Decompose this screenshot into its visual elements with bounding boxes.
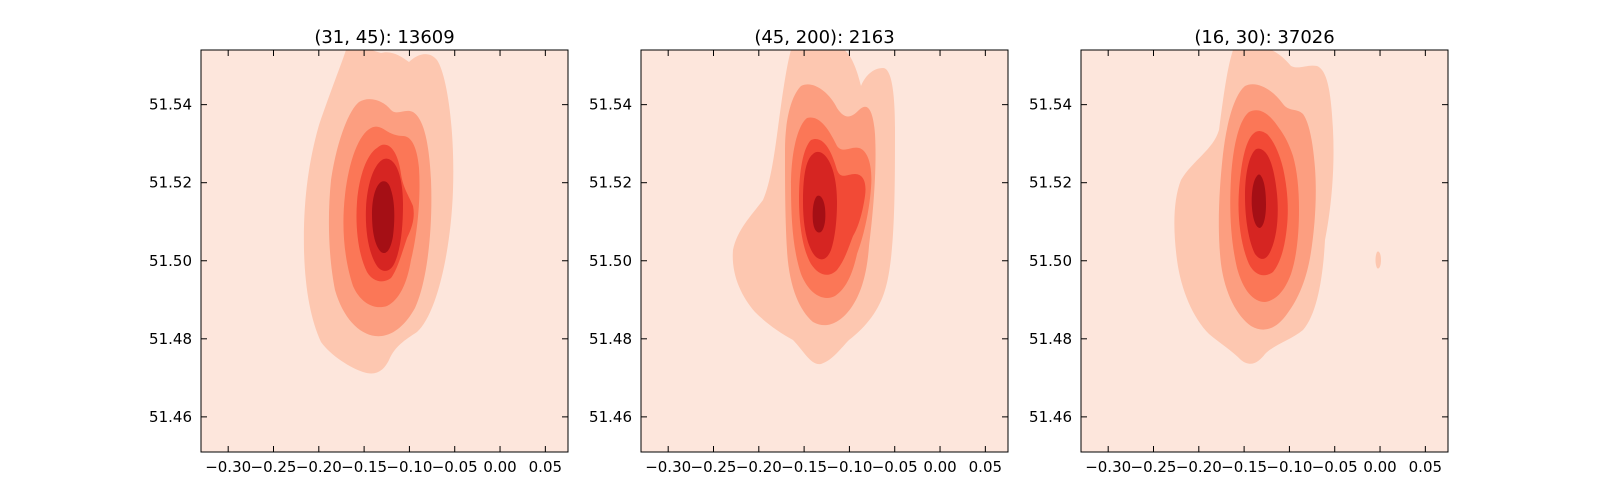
x-tick-label: 0.05	[1409, 458, 1442, 476]
x-tick-label: −0.15	[1221, 458, 1267, 476]
x-tick-label: 0.05	[529, 458, 562, 476]
x-tick-label: −0.15	[781, 458, 827, 476]
x-tick-label: −0.15	[341, 458, 387, 476]
subplot-title: (16, 30): 37026	[1194, 27, 1334, 48]
y-tick-label: 51.50	[589, 252, 632, 270]
x-tick-label: −0.05	[432, 458, 478, 476]
subplot-title: (45, 200): 2163	[754, 27, 894, 48]
plot-frame	[640, 49, 1009, 453]
subplot-2: (45, 200): 2163 −0.30 −0.25 −0.20 −0.15 −0.1…	[589, 27, 1009, 476]
plot-frame	[1080, 49, 1449, 453]
x-axis: −0.30 −0.25 −0.20 −0.15 −0.10 −0.05 0.00 0.05	[1085, 50, 1442, 476]
x-tick-label: −0.10	[386, 458, 432, 476]
y-tick-label: 51.50	[1029, 252, 1072, 270]
y-tick-label: 51.48	[589, 330, 632, 348]
x-tick-label: −0.30	[645, 458, 691, 476]
subplot-title: (31, 45): 13609	[314, 27, 454, 48]
x-axis: −0.30 −0.25 −0.20 −0.15 −0.10 −0.05 0.00 0.05	[645, 50, 1002, 476]
y-tick-label: 51.48	[149, 330, 192, 348]
x-tick-label: −0.10	[826, 458, 872, 476]
y-tick-label: 51.54	[1029, 96, 1072, 114]
y-tick-label: 51.46	[589, 408, 632, 426]
x-tick-label: −0.20	[296, 458, 342, 476]
x-tick-label: −0.30	[1085, 458, 1131, 476]
x-tick-label: −0.30	[205, 458, 251, 476]
density-contour-small-blob	[1375, 251, 1381, 269]
y-tick-label: 51.50	[149, 252, 192, 270]
y-axis: 51.46 51.48 51.50 51.52 51.54	[589, 96, 1008, 426]
x-tick-label: −0.25	[691, 458, 737, 476]
y-tick-label: 51.48	[1029, 330, 1072, 348]
subplot-3: (16, 30): 37026 −0.30 −0.25 −0.20 −0.15 −0.1…	[1029, 27, 1449, 476]
y-tick-label: 51.54	[149, 96, 192, 114]
x-tick-label: 0.00	[483, 458, 516, 476]
x-tick-label: −0.05	[872, 458, 918, 476]
x-tick-label: 0.05	[969, 458, 1002, 476]
x-tick-label: −0.25	[1131, 458, 1177, 476]
y-tick-label: 51.54	[589, 96, 632, 114]
y-tick-label: 51.46	[149, 408, 192, 426]
x-tick-label: −0.05	[1312, 458, 1358, 476]
density-contour-level-6	[1251, 174, 1266, 228]
y-tick-label: 51.52	[589, 174, 632, 192]
y-tick-label: 51.46	[1029, 408, 1072, 426]
density-contour-level-6	[372, 181, 395, 254]
x-tick-label: −0.25	[251, 458, 297, 476]
subplot-1: (31, 45): 13609 −0.30 −0.25 −0.20 −0.15 −0.1…	[149, 27, 569, 476]
plot-frame	[200, 49, 569, 453]
x-tick-label: 0.00	[1363, 458, 1396, 476]
y-tick-label: 51.52	[1029, 174, 1072, 192]
x-tick-label: 0.00	[923, 458, 956, 476]
x-tick-label: −0.20	[1176, 458, 1222, 476]
density-contour-level-6	[812, 195, 826, 233]
x-tick-label: −0.10	[1266, 458, 1312, 476]
x-axis: −0.30 −0.25 −0.20 −0.15 −0.10 −0.05 0.00 0.05	[205, 50, 562, 476]
y-axis: 51.46 51.48 51.50 51.52 51.54	[1029, 96, 1448, 426]
x-tick-label: −0.20	[736, 458, 782, 476]
y-tick-label: 51.52	[149, 174, 192, 192]
y-axis: 51.46 51.48 51.50 51.52 51.54	[149, 96, 568, 426]
